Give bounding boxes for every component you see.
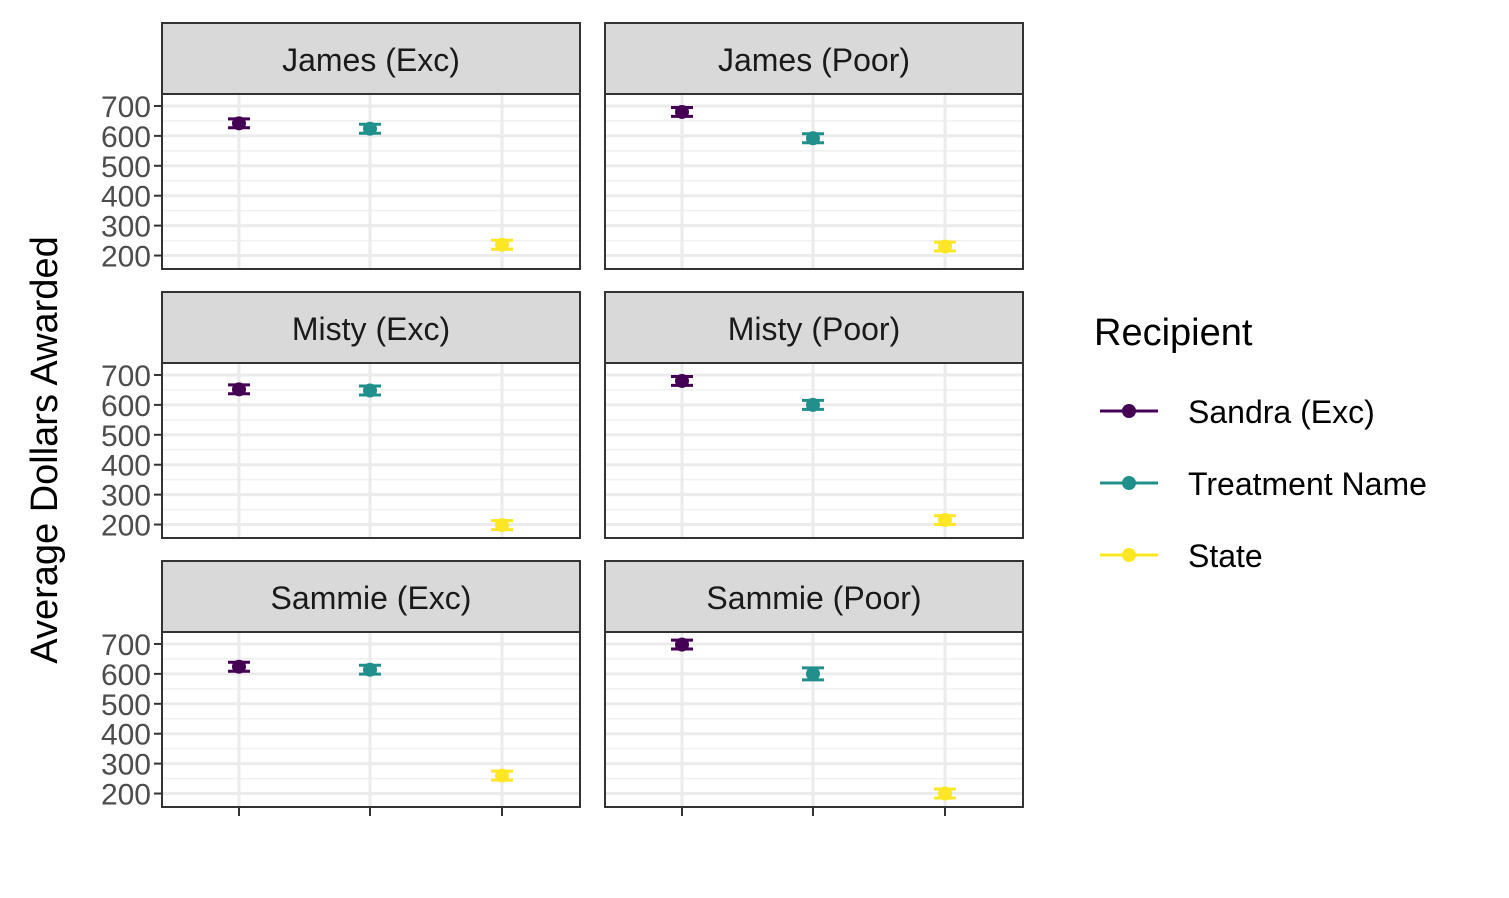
- point-marker: [675, 104, 689, 119]
- facet-strip: [604, 560, 1024, 633]
- legend-key-point: [1122, 476, 1136, 490]
- facet-title: Misty (Poor): [728, 311, 900, 347]
- y-tick-label: 600: [101, 659, 151, 692]
- facet-panel: Misty (Poor): [604, 291, 1024, 539]
- point-marker: [675, 637, 689, 652]
- point-marker: [495, 518, 509, 533]
- panel-border: [161, 362, 581, 539]
- point-marker: [806, 131, 820, 146]
- data-point: [802, 397, 824, 412]
- y-tick-label: 600: [101, 390, 151, 423]
- y-tick-label: 500: [101, 420, 151, 453]
- y-tick-label: 400: [101, 450, 151, 483]
- data-point: [934, 239, 956, 254]
- point-marker: [232, 659, 246, 674]
- point-marker: [938, 239, 952, 254]
- y-tick-label: 200: [101, 241, 151, 274]
- point-marker: [495, 237, 509, 252]
- data-point: [802, 666, 824, 682]
- legend-label: Sandra (Exc): [1188, 394, 1375, 430]
- y-tick-label: 300: [101, 480, 151, 513]
- panel-border: [604, 93, 1024, 270]
- y-tick-label: 400: [101, 719, 151, 752]
- data-point: [491, 768, 513, 783]
- facet-title: Sammie (Poor): [706, 580, 921, 616]
- facet-title: Sammie (Exc): [271, 580, 472, 616]
- point-marker: [938, 786, 952, 801]
- facet-panel: James (Poor): [604, 22, 1024, 270]
- legend: Recipient Sandra (Exc) Treatment Name Stat…: [1094, 312, 1427, 574]
- panel-border: [604, 362, 1024, 539]
- data-point: [671, 637, 693, 652]
- data-point: [359, 121, 381, 136]
- y-tick-label: 700: [101, 360, 151, 393]
- legend-label: Treatment Name: [1188, 466, 1427, 502]
- data-point: [934, 786, 956, 801]
- point-marker: [363, 383, 377, 398]
- point-marker: [232, 116, 246, 131]
- point-marker: [806, 666, 820, 681]
- legend-entries: Sandra (Exc) Treatment Name State: [1100, 394, 1427, 574]
- data-point: [802, 131, 824, 146]
- y-tick-label: 200: [101, 510, 151, 543]
- data-point: [359, 383, 381, 398]
- data-point: [491, 237, 513, 252]
- legend-key-point: [1122, 548, 1136, 562]
- legend-item: Sandra (Exc): [1100, 394, 1375, 430]
- y-axis-label: Average Dollars Awarded: [24, 236, 66, 663]
- y-tick-label: 300: [101, 211, 151, 244]
- data-point: [491, 518, 513, 533]
- data-point: [359, 662, 381, 677]
- y-tick-label: 700: [101, 629, 151, 662]
- facet-strip: [161, 22, 581, 95]
- legend-item: State: [1100, 538, 1263, 574]
- legend-item: Treatment Name: [1100, 466, 1427, 502]
- facet-title: James (Exc): [282, 42, 460, 78]
- data-point: [671, 373, 693, 388]
- data-point: [228, 659, 250, 674]
- legend-label: State: [1188, 538, 1263, 574]
- facet-title: Misty (Exc): [292, 311, 450, 347]
- y-tick-label: 600: [101, 121, 151, 154]
- point-marker: [806, 397, 820, 412]
- data-point: [228, 116, 250, 131]
- facet-panel: Sammie (Poor): [604, 560, 1024, 816]
- facet-strip: [604, 291, 1024, 364]
- y-tick-label: 400: [101, 181, 151, 214]
- legend-title: Recipient: [1094, 312, 1253, 354]
- data-point: [671, 104, 693, 119]
- point-marker: [232, 382, 246, 397]
- facet-title: James (Poor): [718, 42, 910, 78]
- y-tick-label: 500: [101, 689, 151, 722]
- data-point: [228, 382, 250, 397]
- panel-border: [161, 93, 581, 270]
- y-tick-label: 200: [101, 779, 151, 812]
- point-marker: [363, 121, 377, 136]
- point-marker: [495, 768, 509, 783]
- data-point: [934, 513, 956, 528]
- y-tick-label: 700: [101, 91, 151, 124]
- y-tick-label: 300: [101, 749, 151, 782]
- facet-strip: [161, 560, 581, 633]
- point-marker: [363, 662, 377, 677]
- point-marker: [675, 373, 689, 388]
- legend-key-point: [1122, 404, 1136, 418]
- point-marker: [938, 513, 952, 528]
- y-tick-label: 500: [101, 151, 151, 184]
